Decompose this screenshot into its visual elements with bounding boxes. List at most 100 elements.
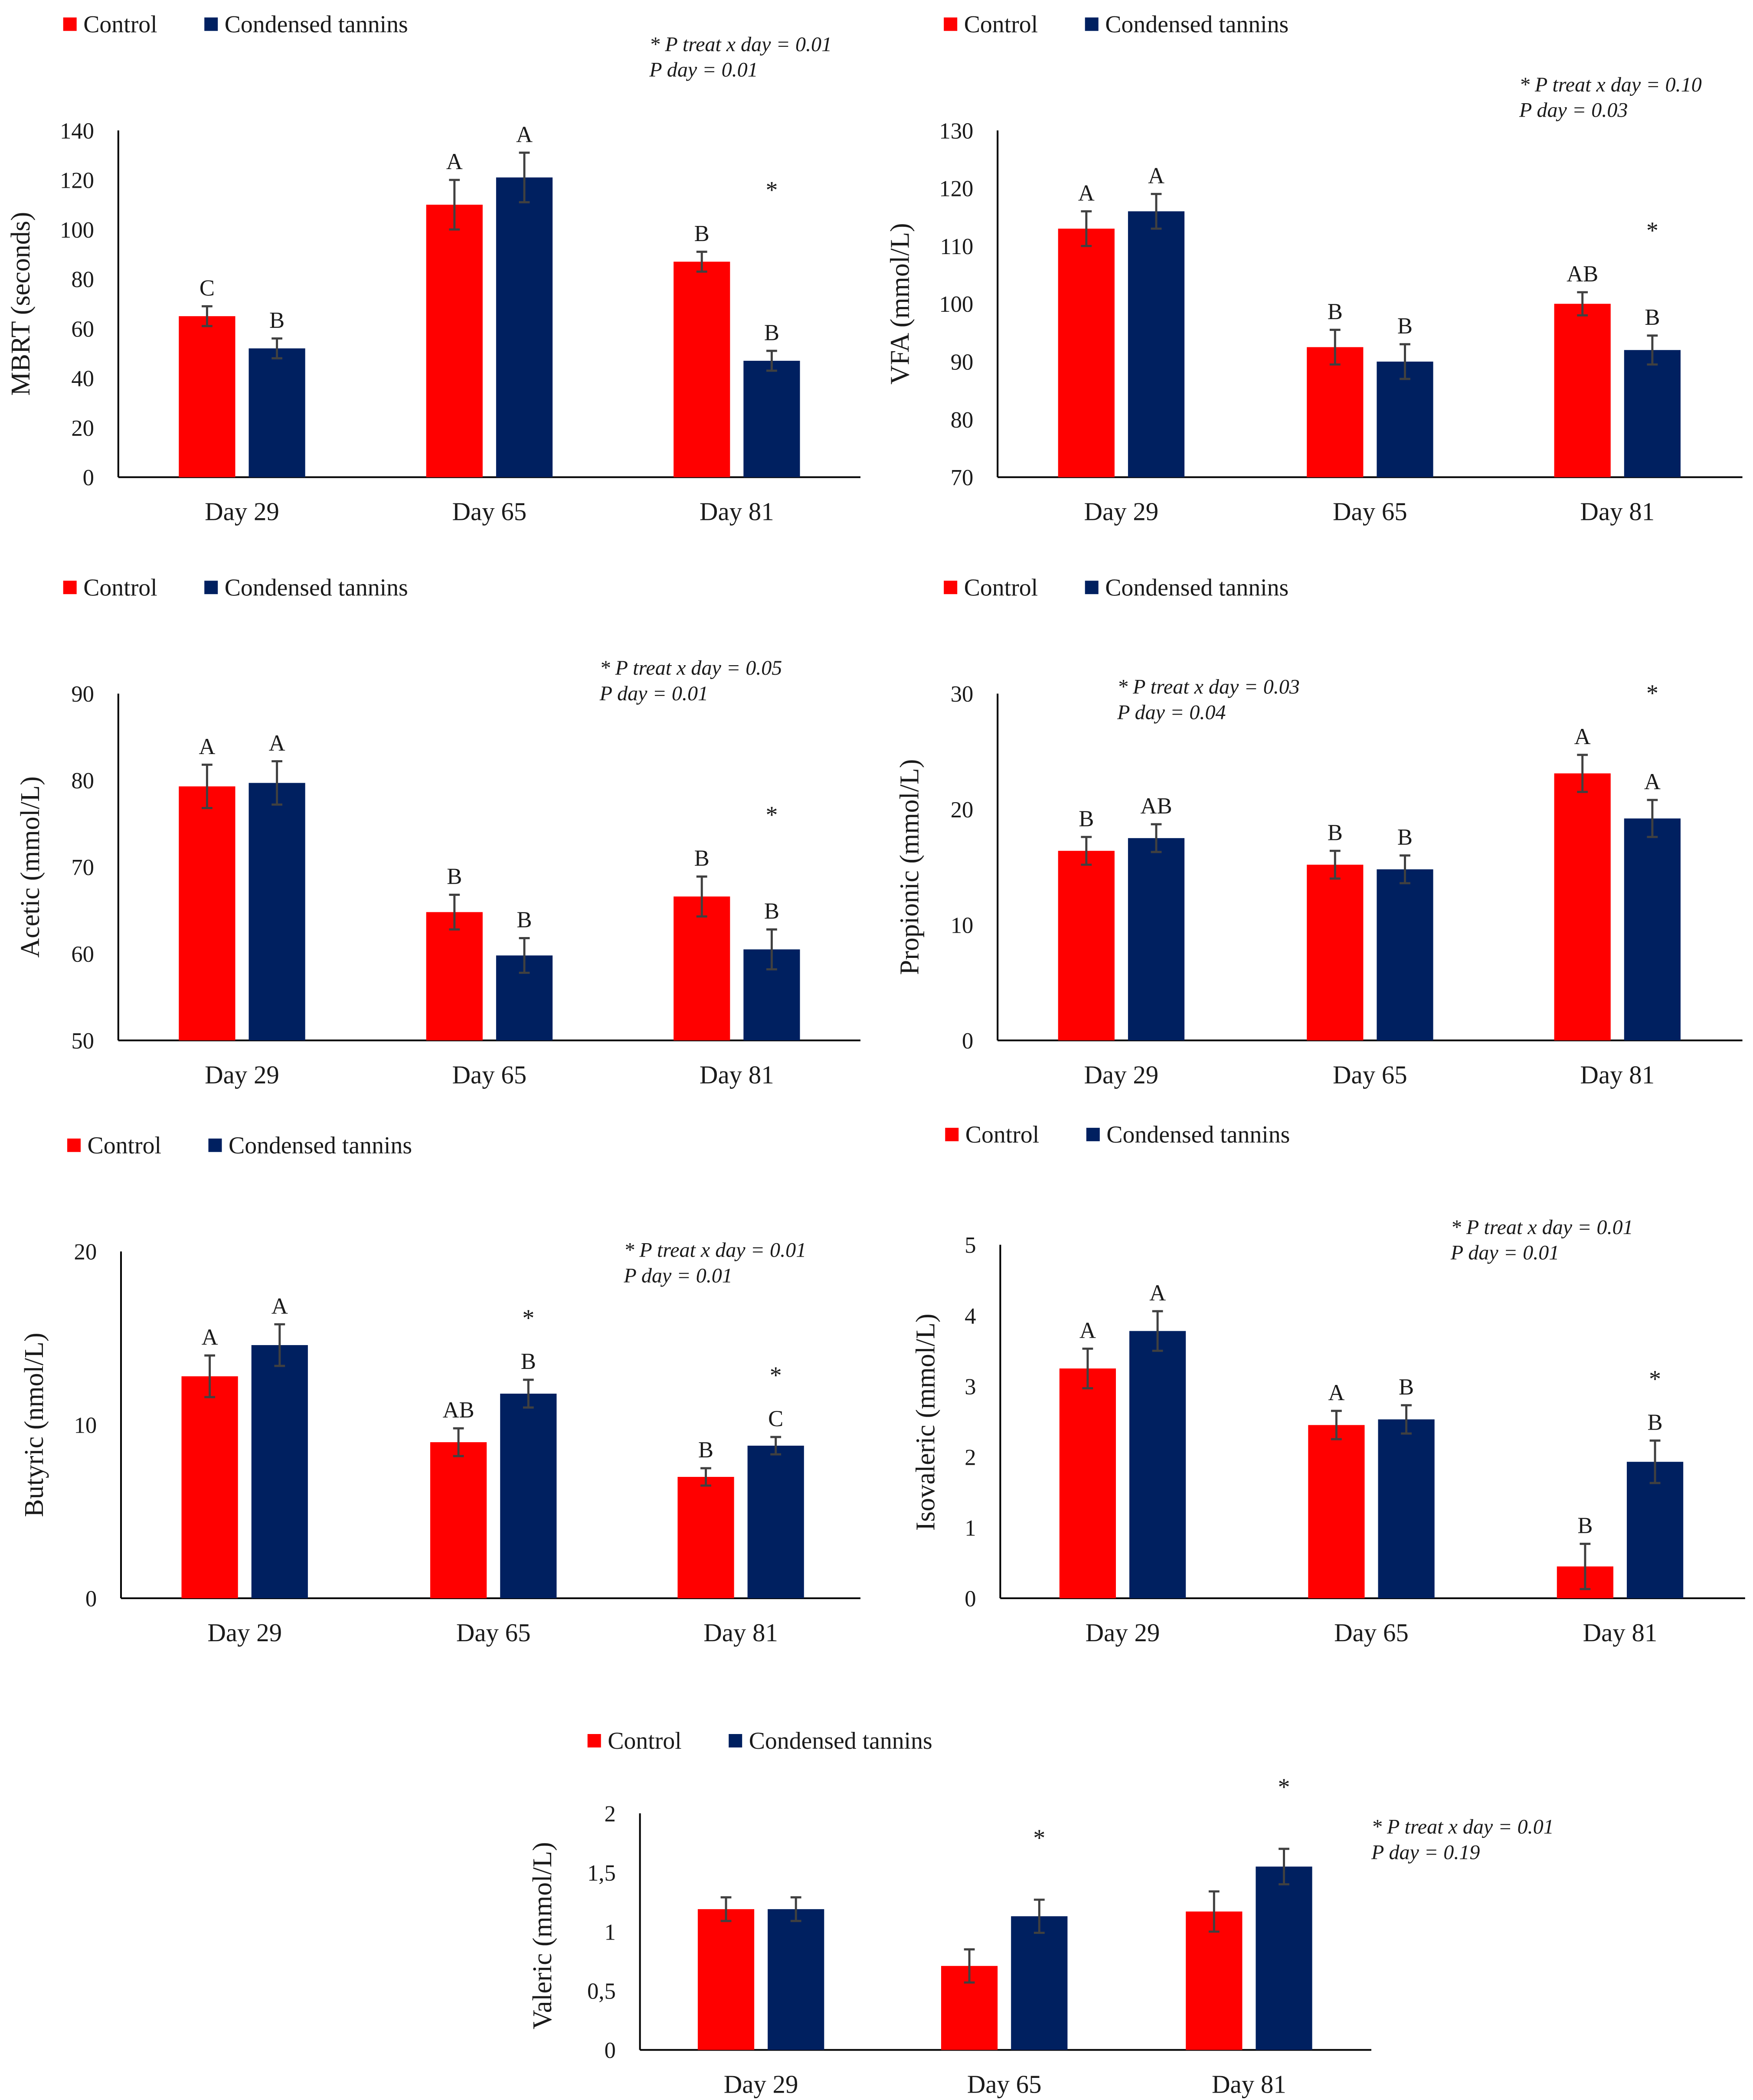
bar-control-1 — [179, 316, 235, 477]
x-tick-label: Day 29 — [1086, 1619, 1160, 1647]
significance-letter: A — [516, 122, 533, 147]
bar-treated-3 — [1624, 818, 1681, 1041]
bar-control-1 — [1058, 851, 1115, 1041]
significance-letter: B — [269, 308, 285, 333]
legend-swatch-control — [944, 17, 958, 31]
significance-letter: A — [1078, 181, 1095, 206]
y-axis-label: Acetic (mmol/L) — [16, 776, 45, 957]
x-tick-label: Day 81 — [700, 1061, 774, 1089]
bar-control-1 — [181, 1376, 238, 1598]
legend-swatch-treated — [1085, 581, 1099, 594]
annotation-1: P day = 0.01 — [623, 1264, 732, 1287]
legend-swatch-treated — [1085, 17, 1099, 31]
annotation-1: P day = 0.01 — [1450, 1241, 1559, 1264]
bar-control-3 — [1186, 1911, 1243, 2050]
y-tick-label: 1 — [604, 1920, 615, 1945]
significance-letter: B — [1328, 820, 1343, 845]
legend-label-control: Control — [965, 1121, 1040, 1148]
significance-letter: A — [1574, 724, 1591, 749]
significance-letter: B — [1328, 299, 1343, 324]
bar-treated-3 — [1256, 1866, 1312, 2050]
legend: Control Condensed tannins — [63, 574, 408, 601]
significance-star: * — [765, 801, 778, 828]
x-tick-label: Day 81 — [1580, 1061, 1655, 1089]
significance-letter: B — [1079, 806, 1094, 831]
legend-swatch-treated — [729, 1734, 742, 1747]
significance-letter: C — [768, 1406, 783, 1431]
bar-treated-2 — [500, 1394, 557, 1598]
annotation-0: * P treat x day = 0.05 — [600, 656, 782, 679]
y-axis-label: MBRT (seconds) — [6, 212, 36, 396]
x-tick-label: Day 65 — [456, 1619, 531, 1647]
significance-star: * — [765, 177, 778, 204]
bar-control-2 — [1307, 865, 1364, 1041]
legend: Control Condensed tannins — [587, 1728, 932, 1754]
significance-letter: AB — [1140, 794, 1172, 819]
significance-star: * — [1646, 217, 1658, 244]
legend-swatch-treated — [204, 17, 218, 31]
annotation-1: P day = 0.01 — [649, 59, 758, 82]
y-tick-label: 20 — [74, 1240, 97, 1265]
significance-star: * — [522, 1305, 534, 1332]
bar-treated-3 — [1627, 1462, 1684, 1598]
bar-control-3 — [1554, 304, 1611, 477]
significance-star: * — [1033, 1825, 1045, 1852]
x-tick-label: Day 81 — [1583, 1619, 1658, 1647]
legend: Control Condensed tannins — [944, 11, 1289, 38]
y-tick-label: 40 — [71, 366, 94, 392]
chart-propionic: Control Condensed tannins * P treat x day … — [895, 574, 1743, 1089]
y-tick-label: 4 — [965, 1303, 976, 1329]
y-tick-label: 60 — [71, 317, 94, 342]
x-tick-label: Day 81 — [700, 498, 774, 526]
significance-letter: B — [1399, 1375, 1414, 1400]
legend-label-control: Control — [608, 1728, 682, 1754]
y-tick-label: 20 — [71, 416, 94, 441]
y-tick-label: 80 — [951, 408, 974, 433]
legend-label-control: Control — [964, 574, 1038, 601]
chart-mbrt: Control Condensed tannins * P treat x day … — [6, 11, 860, 526]
bar-control-1 — [179, 786, 235, 1041]
chart-vfa: Control Condensed tannins * P treat x day … — [886, 11, 1743, 526]
legend: Control Condensed tannins — [67, 1132, 412, 1159]
significance-letter: A — [446, 149, 463, 174]
chart-valeric: Control Condensed tannins * P treat x day … — [528, 1728, 1554, 2099]
significance-star: * — [770, 1362, 782, 1389]
significance-letter: A — [1148, 163, 1164, 189]
annotation-1: P day = 0.01 — [599, 682, 708, 705]
legend-label-treated: Condensed tannins — [225, 574, 408, 601]
y-tick-label: 0 — [85, 1587, 97, 1612]
bar-treated-2 — [1378, 1419, 1435, 1598]
x-tick-label: Day 29 — [724, 2071, 798, 2099]
y-tick-label: 0 — [965, 1587, 976, 1612]
y-tick-label: 80 — [71, 267, 94, 292]
legend-swatch-control — [587, 1734, 601, 1747]
legend-label-treated: Condensed tannins — [1106, 1121, 1290, 1148]
y-tick-label: 120 — [939, 176, 973, 202]
y-tick-label: 130 — [939, 118, 973, 144]
y-tick-label: 70 — [951, 465, 974, 490]
significance-letter: A — [1079, 1318, 1096, 1343]
y-axis-label: Isovaleric (mmol/L) — [911, 1313, 941, 1531]
legend: Control Condensed tannins — [63, 11, 408, 38]
annotation-0: * P treat x day = 0.01 — [649, 33, 832, 56]
significance-letter: B — [447, 864, 462, 889]
y-axis-label: Valeric (mmol/L) — [528, 1842, 557, 2029]
legend-label-treated: Condensed tannins — [225, 11, 408, 38]
x-tick-label: Day 65 — [1333, 1061, 1407, 1089]
significance-letter: A — [269, 731, 285, 756]
y-axis-label: VFA (mmol/L) — [886, 223, 915, 385]
significance-letter: B — [1397, 314, 1413, 339]
significance-letter: A — [199, 734, 215, 759]
bar-treated-3 — [747, 1445, 804, 1598]
y-tick-label: 80 — [71, 768, 94, 794]
bar-control-3 — [677, 1476, 734, 1598]
annotation-0: * P treat x day = 0.01 — [1371, 1815, 1554, 1838]
y-tick-label: 110 — [940, 234, 973, 259]
y-tick-label: 120 — [60, 168, 94, 193]
legend: Control Condensed tannins — [945, 1121, 1290, 1148]
legend-swatch-treated — [208, 1138, 222, 1152]
y-tick-label: 30 — [951, 682, 974, 707]
significance-letter: B — [764, 899, 779, 924]
significance-letter: B — [1397, 825, 1413, 850]
y-tick-label: 0 — [83, 465, 94, 490]
